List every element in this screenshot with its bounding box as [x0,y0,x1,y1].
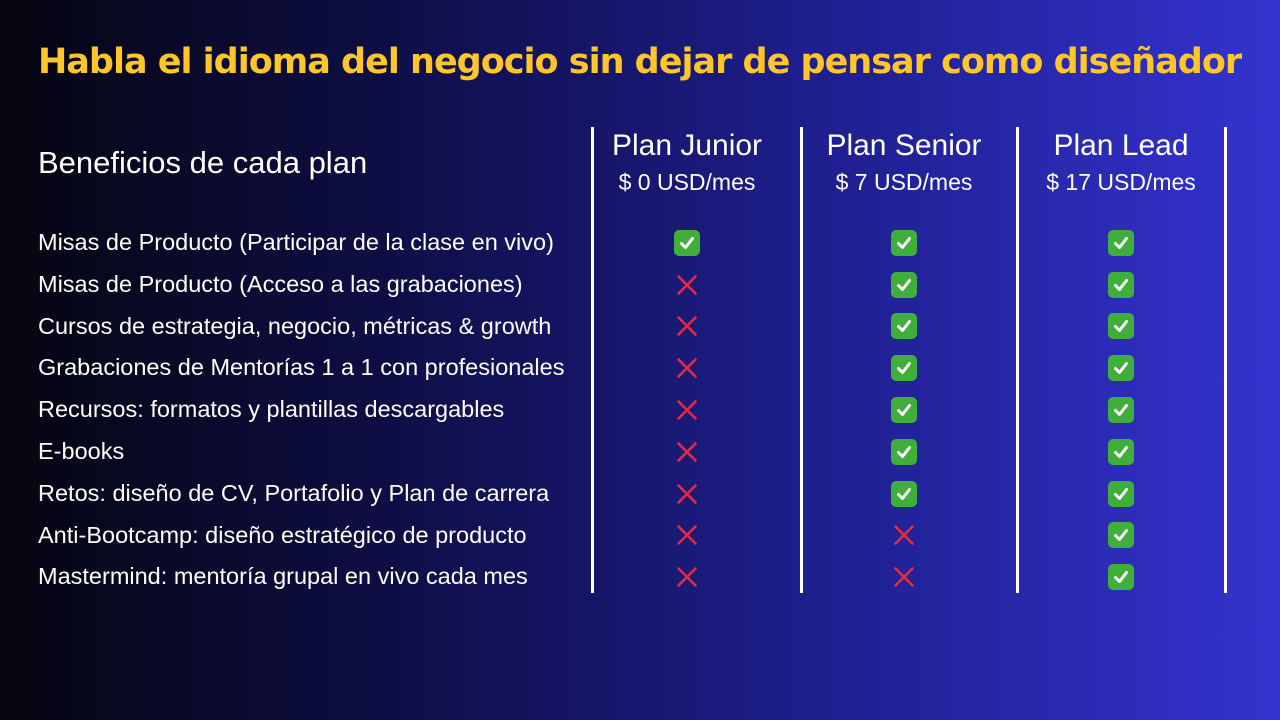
check-mark-icon [891,438,917,465]
cross-mark-icon [891,522,917,548]
cross-mark-icon [674,439,700,465]
plan-column-junior: Plan Junior $ 0 USD/mes [579,127,795,588]
check-mark-icon [1108,313,1134,340]
mark-cell [579,306,795,348]
column-divider [1016,127,1019,593]
mark-cell [1013,515,1229,557]
check-mark-icon [1108,480,1134,507]
benefit-row: Misas de Producto (Participar de la clas… [38,229,554,255]
mark-cell [796,389,1012,431]
mark-cell [796,556,1012,598]
mark-cell [579,515,795,557]
mark-cell [1013,264,1229,306]
check-mark-icon [1108,271,1134,298]
mark-cell [579,264,795,306]
mark-cell [579,556,795,598]
benefit-row: Mastermind: mentoría grupal en vivo cada… [38,563,528,590]
mark-cell [579,389,795,431]
check-mark-icon [1108,355,1134,382]
benefit-row: Retos: diseño de CV, Portafolio y Plan d… [38,479,550,506]
mark-cell [796,431,1012,473]
cross-mark-icon [674,355,700,381]
benefit-row: Grabaciones de Mentorías 1 a 1 con profe… [38,354,565,381]
check-mark-icon [891,397,917,424]
plan-price: $ 17 USD/mes [1046,169,1196,195]
mark-cell [796,264,1012,306]
plan-column-senior: Plan Senior $ 7 USD/mes [796,127,1012,588]
plan-marks [796,222,1012,598]
cross-mark-icon [674,481,700,507]
check-mark-icon [1108,564,1134,591]
mark-cell [1013,431,1229,473]
plan-column-lead: Plan Lead $ 17 USD/mes [1013,127,1229,591]
check-mark-icon [891,480,917,507]
check-mark-icon [1108,229,1134,256]
check-mark-icon [1108,438,1134,465]
mark-cell [579,473,795,515]
mark-cell [1013,306,1229,348]
benefit-row: Cursos de estrategia, negocio, métricas … [38,312,552,339]
mark-cell [579,347,795,389]
plan-name: Plan Lead [1053,129,1189,162]
mark-cell [796,473,1012,515]
mark-cell [1013,347,1229,389]
mark-cell [796,222,1012,264]
benefit-list: Misas de Producto (Participar de la clas… [38,222,564,598]
mark-cell [1013,556,1229,598]
plan-marks [579,222,795,598]
plan-marks [1013,222,1229,598]
check-mark-icon [1108,397,1134,424]
cross-mark-icon [674,272,700,298]
headline: Habla el idioma del negocio sin dejar de… [38,42,1242,82]
plan-name: Plan Junior [611,129,763,162]
check-mark-icon [891,229,917,256]
benefit-row: E-books [38,437,125,464]
cross-mark-icon [674,313,700,339]
mark-cell [579,222,795,264]
check-mark-icon [674,229,700,256]
cross-mark-icon [674,397,700,423]
benefit-row: Misas de Producto (Acceso a las grabacio… [38,270,523,297]
column-divider [591,127,594,593]
benefits-heading: Beneficios de cada plan [38,145,368,180]
mark-cell [1013,473,1229,515]
check-mark-icon [891,355,917,382]
plan-price: $ 0 USD/mes [618,169,756,195]
mark-cell [796,515,1012,557]
mark-cell [796,347,1012,389]
cross-mark-icon [674,522,700,548]
mark-cell [1013,222,1229,264]
check-mark-icon [891,313,917,340]
plan-name: Plan Senior [826,129,982,162]
column-divider [1224,127,1227,593]
benefit-row: Anti-Bootcamp: diseño estratégico de pro… [38,521,527,548]
mark-cell [796,306,1012,348]
cross-mark-icon [674,564,700,590]
check-mark-icon [1108,522,1134,549]
plan-price: $ 7 USD/mes [835,169,973,195]
column-divider [800,127,803,593]
mark-cell [579,431,795,473]
mark-cell [1013,389,1229,431]
cross-mark-icon [891,564,917,590]
benefit-row: Recursos: formatos y plantillas descarga… [38,396,505,423]
check-mark-icon [891,271,917,298]
